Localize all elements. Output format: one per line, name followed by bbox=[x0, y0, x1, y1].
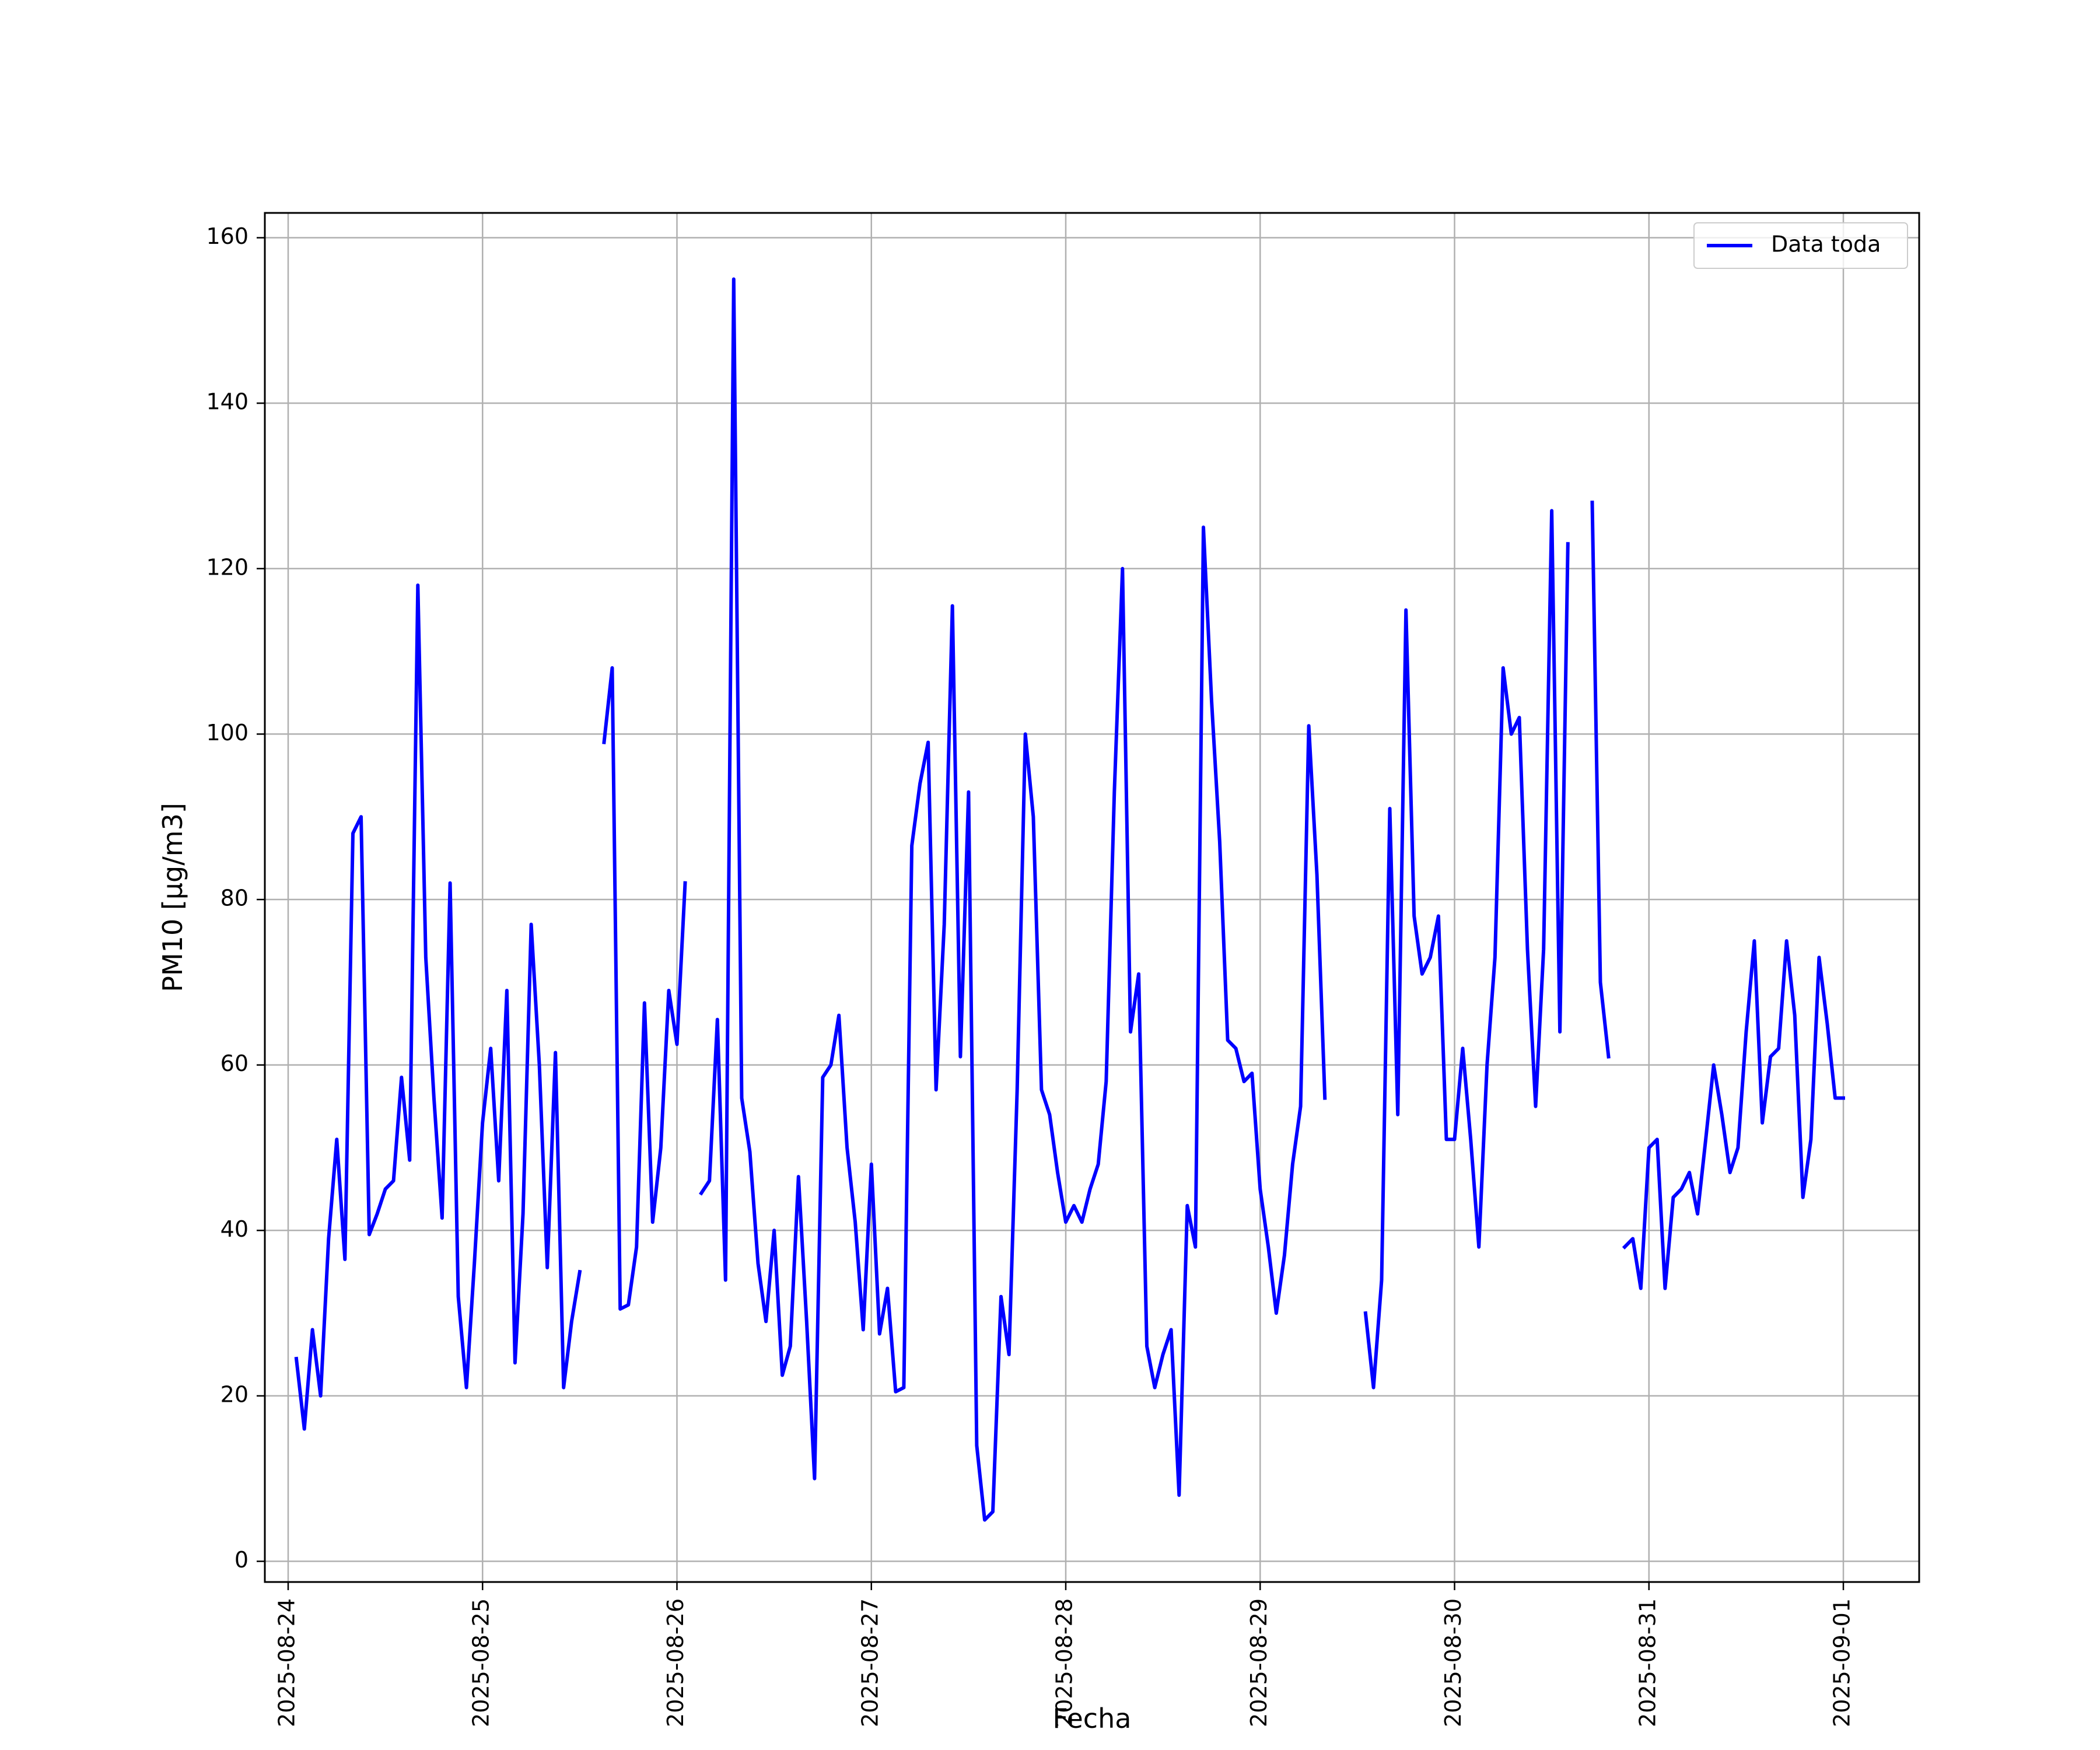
x-axis-label: Fecha bbox=[1053, 1703, 1132, 1734]
grid-lines bbox=[265, 213, 1919, 1582]
legend: Data toda bbox=[1693, 222, 1908, 269]
y-tick-label: 100 bbox=[206, 720, 249, 746]
legend-label: Data toda bbox=[1771, 232, 1881, 257]
x-tick-label: 2025-08-25 bbox=[468, 1598, 494, 1727]
y-tick-label: 140 bbox=[206, 389, 249, 415]
x-tick-label: 2025-08-28 bbox=[1052, 1598, 1077, 1727]
series-line-segment bbox=[294, 583, 582, 1431]
x-tick-label: 2025-08-29 bbox=[1246, 1598, 1272, 1727]
y-tick-label: 0 bbox=[235, 1547, 249, 1573]
series-line-segment bbox=[1622, 939, 1845, 1290]
axis-ticks: 2025-08-24 2025-08-25 2025-08-26 2025-08-27… bbox=[206, 223, 1854, 1727]
y-tick-label: 160 bbox=[206, 223, 249, 249]
y-tick-label: 60 bbox=[220, 1051, 249, 1076]
series-layer bbox=[294, 277, 1845, 1522]
plot-frame bbox=[264, 212, 1920, 1583]
series-line-segment bbox=[699, 277, 1327, 1522]
x-tick-label: 2025-08-31 bbox=[1634, 1598, 1660, 1727]
legend-box bbox=[1693, 222, 1908, 269]
series-line-segment bbox=[602, 666, 687, 1311]
y-axis-label: PM10 [μg/m3] bbox=[157, 803, 188, 992]
series-line-segment bbox=[1363, 509, 1570, 1390]
y-tick-label: 20 bbox=[220, 1381, 249, 1407]
x-tick-label: 2025-08-27 bbox=[857, 1598, 883, 1727]
y-tick-label: 120 bbox=[206, 554, 249, 580]
y-tick-label: 80 bbox=[220, 886, 249, 911]
y-tick-label: 40 bbox=[220, 1216, 249, 1242]
x-tick-label: 2025-08-24 bbox=[274, 1598, 299, 1727]
series-line-segment bbox=[1590, 501, 1611, 1059]
x-tick-label: 2025-09-01 bbox=[1829, 1598, 1855, 1727]
x-tick-label: 2025-08-30 bbox=[1440, 1598, 1466, 1727]
x-tick-label: 2025-08-26 bbox=[663, 1598, 688, 1727]
